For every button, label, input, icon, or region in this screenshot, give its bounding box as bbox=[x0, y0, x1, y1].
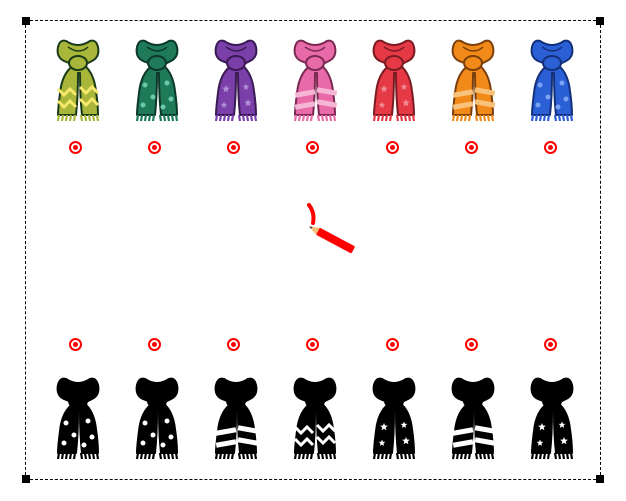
match-dot[interactable] bbox=[148, 338, 161, 351]
frame-corner bbox=[22, 475, 30, 483]
match-dot[interactable] bbox=[465, 338, 478, 351]
silhouette-scarf[interactable] bbox=[439, 371, 503, 461]
silhouette-scarf[interactable] bbox=[44, 371, 108, 461]
bottom-match-dots bbox=[26, 338, 600, 351]
colored-scarves-row bbox=[26, 33, 600, 123]
colored-scarf[interactable] bbox=[360, 33, 424, 123]
silhouette-scarf[interactable] bbox=[202, 371, 266, 461]
colored-scarf[interactable] bbox=[518, 33, 582, 123]
game-frame bbox=[25, 20, 601, 480]
match-dot[interactable] bbox=[544, 338, 557, 351]
match-dot[interactable] bbox=[227, 338, 240, 351]
match-dot[interactable] bbox=[227, 141, 240, 154]
frame-corner bbox=[596, 17, 604, 25]
match-dot[interactable] bbox=[148, 141, 161, 154]
match-dot[interactable] bbox=[306, 338, 319, 351]
match-dot[interactable] bbox=[306, 141, 319, 154]
match-dot[interactable] bbox=[69, 338, 82, 351]
match-dot[interactable] bbox=[544, 141, 557, 154]
colored-scarf[interactable] bbox=[202, 33, 266, 123]
colored-scarf[interactable] bbox=[44, 33, 108, 123]
colored-scarf[interactable] bbox=[281, 33, 345, 123]
silhouette-scarf[interactable] bbox=[518, 371, 582, 461]
colored-scarf[interactable] bbox=[439, 33, 503, 123]
silhouette-scarves-row bbox=[26, 371, 600, 461]
silhouette-scarf[interactable] bbox=[360, 371, 424, 461]
silhouette-scarf[interactable] bbox=[123, 371, 187, 461]
top-match-dots bbox=[26, 141, 600, 154]
frame-corner bbox=[22, 17, 30, 25]
match-dot[interactable] bbox=[386, 338, 399, 351]
silhouette-scarf[interactable] bbox=[281, 371, 345, 461]
match-dot[interactable] bbox=[69, 141, 82, 154]
match-dot[interactable] bbox=[386, 141, 399, 154]
frame-corner bbox=[596, 475, 604, 483]
pencil-icon bbox=[291, 201, 371, 261]
match-dot[interactable] bbox=[465, 141, 478, 154]
colored-scarf[interactable] bbox=[123, 33, 187, 123]
